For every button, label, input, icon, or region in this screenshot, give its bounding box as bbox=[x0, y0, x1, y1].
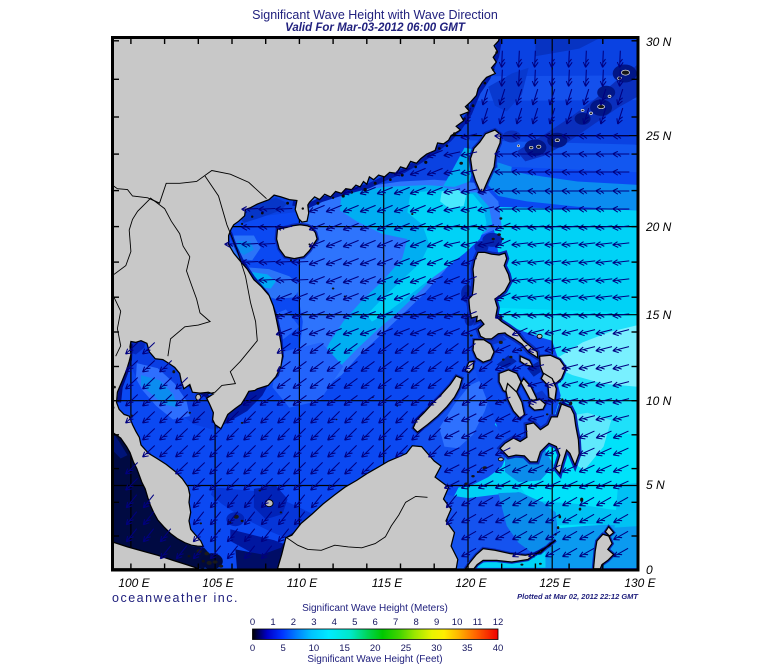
svg-text:125 E: 125 E bbox=[539, 576, 571, 590]
svg-text:115 E: 115 E bbox=[372, 576, 403, 590]
svg-text:100 E: 100 E bbox=[118, 576, 150, 590]
svg-text:130 E: 130 E bbox=[624, 576, 656, 590]
svg-text:11: 11 bbox=[473, 617, 483, 628]
svg-text:Significant Wave Height with W: Significant Wave Height with Wave Direct… bbox=[252, 8, 498, 22]
svg-text:15: 15 bbox=[339, 643, 350, 654]
svg-text:35: 35 bbox=[462, 643, 473, 654]
svg-text:20: 20 bbox=[370, 643, 381, 654]
svg-text:0: 0 bbox=[646, 563, 653, 577]
svg-text:30 N: 30 N bbox=[646, 35, 672, 49]
svg-text:0: 0 bbox=[250, 643, 255, 654]
svg-text:10: 10 bbox=[309, 643, 320, 654]
svg-text:3: 3 bbox=[311, 617, 316, 628]
svg-text:2: 2 bbox=[291, 617, 296, 628]
svg-text:10: 10 bbox=[452, 617, 463, 628]
svg-text:oceanweather inc.: oceanweather inc. bbox=[112, 591, 239, 605]
svg-text:7: 7 bbox=[393, 617, 398, 628]
svg-text:0: 0 bbox=[250, 617, 255, 628]
svg-text:120 E: 120 E bbox=[455, 576, 487, 590]
svg-text:Valid For Mar-03-2012 06:00 GM: Valid For Mar-03-2012 06:00 GMT bbox=[285, 22, 466, 34]
svg-text:110 E: 110 E bbox=[287, 576, 318, 590]
svg-text:40: 40 bbox=[493, 643, 504, 654]
svg-text:Plotted at Mar 02, 2012 22:12: Plotted at Mar 02, 2012 22:12 GMT bbox=[517, 592, 639, 601]
svg-text:20 N: 20 N bbox=[645, 220, 672, 234]
svg-text:Significant Wave Height (Feet): Significant Wave Height (Feet) bbox=[307, 654, 442, 665]
svg-text:4: 4 bbox=[332, 617, 337, 628]
svg-text:1: 1 bbox=[270, 617, 275, 628]
svg-text:9: 9 bbox=[434, 617, 439, 628]
svg-text:105 E: 105 E bbox=[202, 576, 234, 590]
svg-text:5 N: 5 N bbox=[646, 478, 665, 492]
svg-text:5: 5 bbox=[352, 617, 357, 628]
svg-text:6: 6 bbox=[373, 617, 378, 628]
svg-text:30: 30 bbox=[431, 643, 442, 654]
svg-text:5: 5 bbox=[281, 643, 286, 654]
svg-text:15 N: 15 N bbox=[646, 308, 672, 322]
svg-text:25 N: 25 N bbox=[645, 129, 672, 143]
svg-text:12: 12 bbox=[493, 617, 504, 628]
svg-text:8: 8 bbox=[414, 617, 419, 628]
svg-text:Significant Wave Height (Meter: Significant Wave Height (Meters) bbox=[302, 603, 448, 614]
svg-text:10 N: 10 N bbox=[646, 394, 672, 408]
svg-text:25: 25 bbox=[401, 643, 412, 654]
